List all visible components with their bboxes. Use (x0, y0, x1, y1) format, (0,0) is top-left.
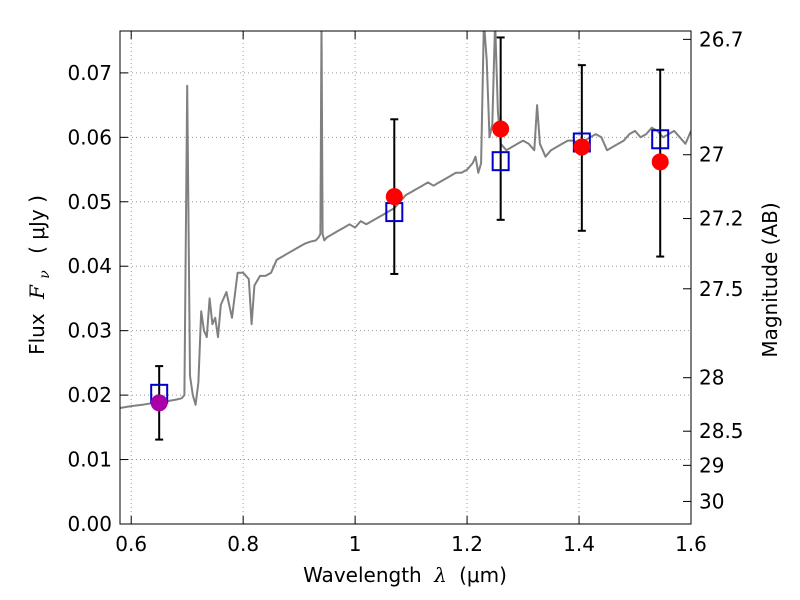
x-tick-label: 1.2 (451, 532, 483, 556)
observed-point (492, 120, 510, 138)
y-axis-label-symbol: F (25, 284, 49, 300)
y-tick-label: 0.05 (67, 190, 112, 214)
y-tick-label: 0.07 (67, 61, 112, 85)
y-tick-label: 0.03 (67, 319, 112, 343)
y-tick-label: 0.02 (67, 383, 112, 407)
observed-point (385, 188, 403, 206)
y2-tick-label: 27.2 (699, 207, 744, 231)
marker-layer (150, 120, 670, 412)
observed-point (573, 138, 591, 156)
x-tick-label: 1.4 (563, 532, 595, 556)
model-square-point (491, 151, 510, 172)
model-square-point (651, 129, 670, 150)
y-tick-label: 0.00 (67, 512, 112, 536)
y2-tick-label: 28 (699, 366, 724, 390)
x-axis-label: Wavelength λ (μm) (303, 563, 507, 587)
x-axis-label-unit: (μm) (459, 563, 507, 587)
x-tick-label: 1.6 (675, 532, 707, 556)
y-axis-label-unit: ( μJy ) (25, 195, 49, 254)
y2-tick-label: 26.7 (699, 27, 744, 51)
y2-axis-label: Magnitude (AB) (758, 202, 782, 357)
x-axis-label-prefix: Wavelength (303, 563, 422, 587)
y-axis-label: Flux F ν ( μJy ) (25, 195, 54, 355)
plot-frame (119, 30, 692, 525)
y-tick-label: 0.06 (67, 125, 112, 149)
x-axis-label-symbol: λ (433, 563, 447, 587)
tick-layer: 0.6 0.8 1 1.2 1.4 1.6 0.00 0.01 0.02 0.03 0.04 0.05… (67, 27, 743, 556)
y-axis-label-subscript: ν (37, 270, 53, 279)
observed-point (651, 153, 669, 171)
y2-tick-label: 28.5 (699, 419, 744, 443)
y-tick-label: 0.01 (67, 448, 112, 472)
y2-tick-label: 29 (699, 453, 724, 477)
y-axis-label-prefix: Flux (25, 313, 49, 355)
observed-point (150, 394, 168, 412)
x-tick-label: 0.6 (115, 532, 147, 556)
y-tick-label: 0.04 (67, 254, 112, 278)
y2-tick-label: 27.5 (699, 277, 744, 301)
x-tick-label: 0.8 (227, 532, 259, 556)
y2-tick-label: 30 (699, 489, 724, 513)
y2-tick-label: 27 (699, 143, 724, 167)
x-tick-label: 1 (349, 532, 362, 556)
